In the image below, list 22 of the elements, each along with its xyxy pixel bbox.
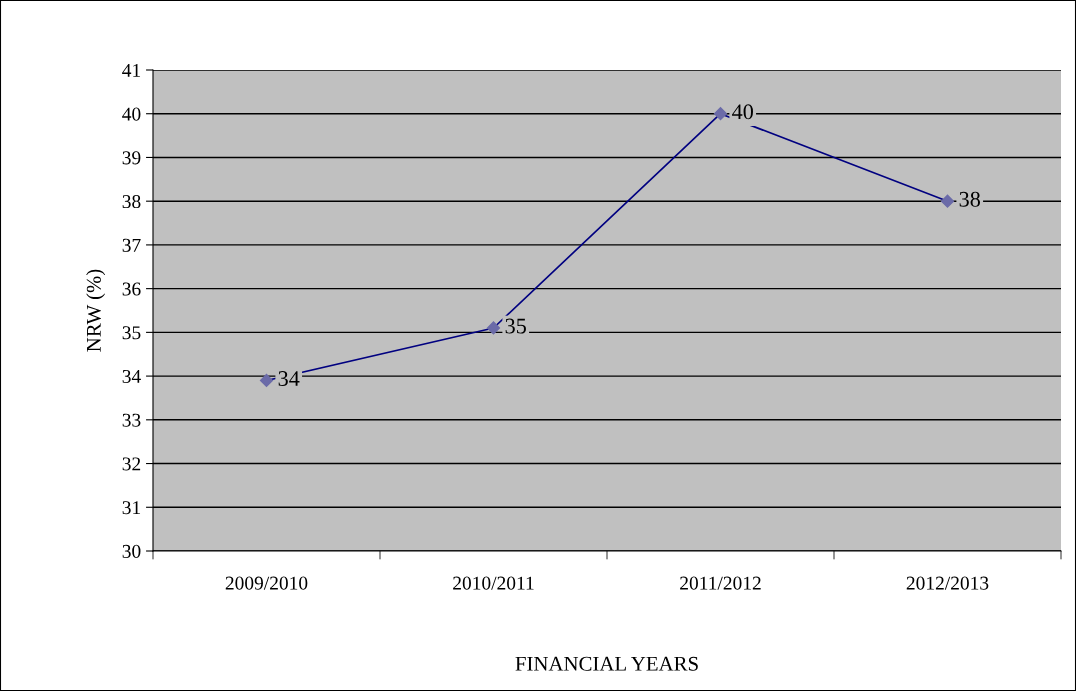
x-tick-label: 2010/2011 — [453, 576, 534, 590]
y-axis-title: NRW (%) — [86, 269, 106, 352]
data-label: 35 — [505, 318, 526, 334]
data-label: 38 — [959, 191, 980, 207]
data-label: 40 — [732, 104, 753, 120]
y-tick-label: 30 — [122, 544, 141, 558]
y-tick-label: 31 — [122, 501, 141, 515]
y-tick-label: 38 — [122, 195, 141, 209]
y-tick-label: 40 — [122, 107, 141, 121]
y-tick-label: 39 — [122, 151, 141, 165]
x-tick-label: 2012/2013 — [906, 576, 989, 590]
y-tick-label: 32 — [122, 457, 141, 471]
x-tick-label: 2011/2012 — [680, 576, 761, 590]
x-tick-label: 2009/2010 — [225, 576, 308, 590]
y-tick-label: 35 — [122, 326, 141, 340]
x-axis-title: FINANCIAL YEARS — [515, 656, 698, 671]
y-tick-label: 34 — [122, 369, 141, 384]
y-tick-label: 41 — [122, 63, 141, 77]
y-tick-label: 33 — [122, 413, 141, 427]
y-tick-label: 36 — [122, 282, 141, 296]
y-tick-label: 37 — [122, 238, 141, 252]
data-label: 34 — [278, 371, 300, 387]
